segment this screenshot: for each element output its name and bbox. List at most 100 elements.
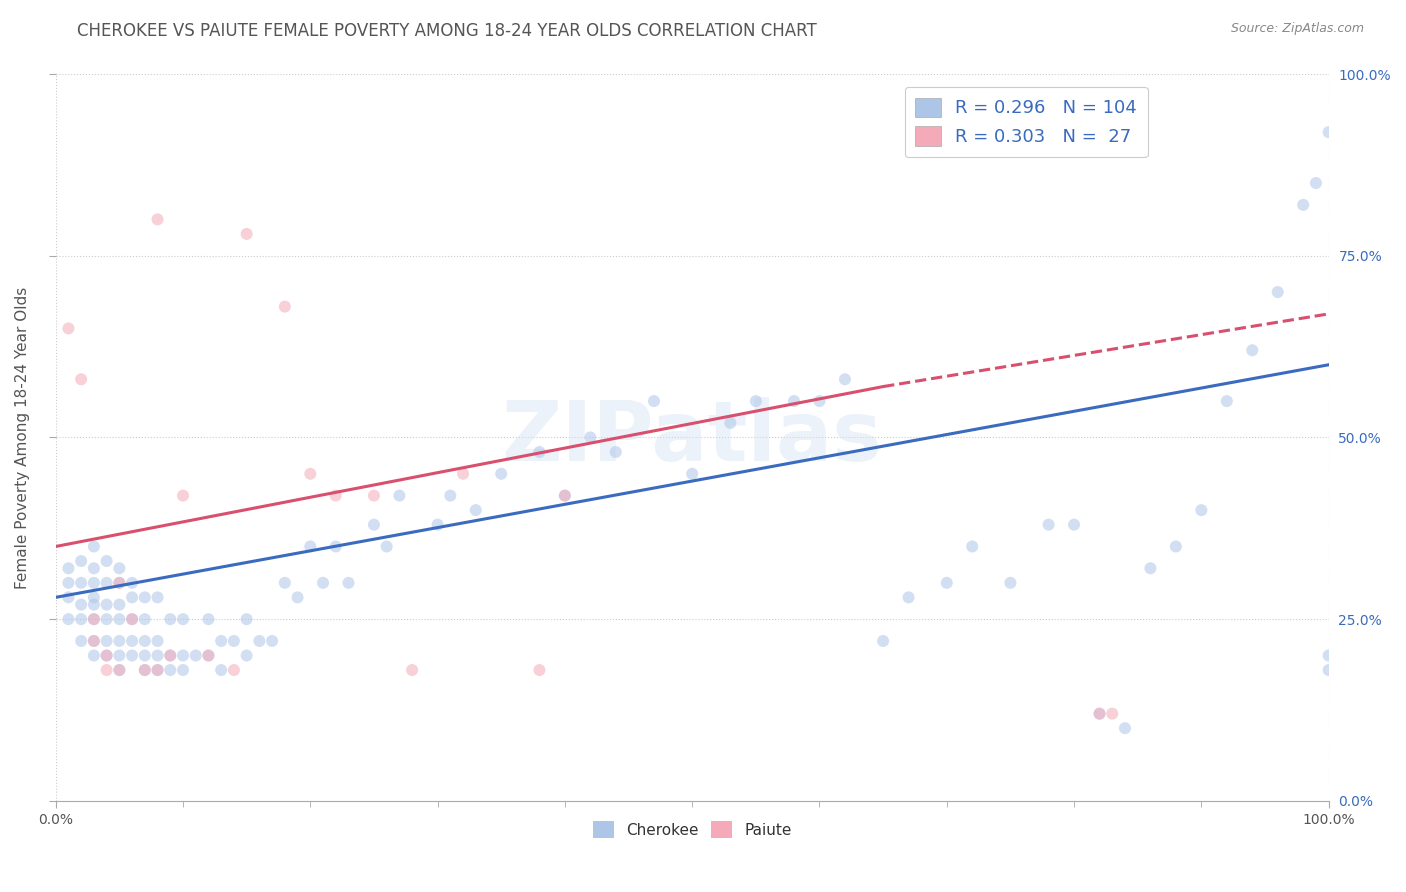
Point — [388, 489, 411, 503]
Text: CHEROKEE VS PAIUTE FEMALE POVERTY AMONG 18-24 YEAR OLDS CORRELATION CHART: CHEROKEE VS PAIUTE FEMALE POVERTY AMONG … — [77, 22, 817, 40]
Point — [325, 489, 347, 503]
Point — [96, 663, 118, 677]
Point — [935, 575, 957, 590]
Point — [134, 612, 156, 626]
Point — [159, 648, 181, 663]
Point — [897, 591, 920, 605]
Point — [121, 591, 143, 605]
Point — [1267, 285, 1289, 299]
Point — [1317, 125, 1340, 139]
Point — [745, 394, 768, 409]
Point — [83, 540, 105, 554]
Point — [58, 575, 80, 590]
Point — [172, 648, 194, 663]
Point — [146, 663, 169, 677]
Point — [579, 430, 602, 444]
Point — [1063, 517, 1085, 532]
Point — [96, 554, 118, 568]
Point — [235, 227, 257, 241]
Point — [1317, 648, 1340, 663]
Point — [108, 663, 131, 677]
Point — [312, 575, 335, 590]
Point — [70, 575, 93, 590]
Point — [529, 663, 551, 677]
Point — [439, 489, 461, 503]
Point — [1164, 540, 1187, 554]
Text: ZIPatlas: ZIPatlas — [502, 397, 883, 478]
Point — [464, 503, 486, 517]
Point — [209, 663, 232, 677]
Point — [121, 648, 143, 663]
Point — [554, 489, 576, 503]
Point — [783, 394, 806, 409]
Point — [375, 540, 398, 554]
Point — [197, 648, 219, 663]
Point — [58, 561, 80, 575]
Point — [134, 634, 156, 648]
Point — [159, 648, 181, 663]
Point — [96, 612, 118, 626]
Point — [1189, 503, 1212, 517]
Point — [718, 416, 741, 430]
Point — [108, 663, 131, 677]
Point — [197, 612, 219, 626]
Point — [70, 634, 93, 648]
Point — [960, 540, 983, 554]
Point — [83, 591, 105, 605]
Point — [134, 663, 156, 677]
Point — [70, 554, 93, 568]
Point — [108, 575, 131, 590]
Point — [108, 612, 131, 626]
Point — [1101, 706, 1123, 721]
Point — [172, 489, 194, 503]
Text: Source: ZipAtlas.com: Source: ZipAtlas.com — [1230, 22, 1364, 36]
Point — [96, 648, 118, 663]
Point — [363, 489, 385, 503]
Point — [134, 648, 156, 663]
Point — [363, 517, 385, 532]
Point — [605, 445, 627, 459]
Point — [96, 598, 118, 612]
Point — [108, 561, 131, 575]
Point — [83, 634, 105, 648]
Point — [235, 612, 257, 626]
Point — [83, 612, 105, 626]
Point — [1038, 517, 1060, 532]
Point — [58, 612, 80, 626]
Point — [1317, 663, 1340, 677]
Point — [325, 540, 347, 554]
Point — [58, 321, 80, 335]
Point — [83, 561, 105, 575]
Point — [222, 663, 245, 677]
Point — [872, 634, 894, 648]
Point — [451, 467, 474, 481]
Point — [235, 648, 257, 663]
Point — [554, 489, 576, 503]
Point — [146, 591, 169, 605]
Point — [121, 634, 143, 648]
Point — [172, 663, 194, 677]
Point — [184, 648, 207, 663]
Point — [1088, 706, 1111, 721]
Point — [159, 612, 181, 626]
Point — [83, 648, 105, 663]
Point — [1241, 343, 1264, 358]
Point — [1216, 394, 1239, 409]
Point — [83, 598, 105, 612]
Legend: Cherokee, Paiute: Cherokee, Paiute — [586, 815, 799, 844]
Point — [808, 394, 831, 409]
Point — [299, 540, 322, 554]
Point — [337, 575, 360, 590]
Point — [146, 634, 169, 648]
Point — [247, 634, 270, 648]
Point — [134, 591, 156, 605]
Point — [146, 663, 169, 677]
Point — [121, 575, 143, 590]
Point — [70, 598, 93, 612]
Point — [83, 634, 105, 648]
Point — [401, 663, 423, 677]
Point — [121, 612, 143, 626]
Point — [108, 648, 131, 663]
Point — [83, 612, 105, 626]
Point — [108, 575, 131, 590]
